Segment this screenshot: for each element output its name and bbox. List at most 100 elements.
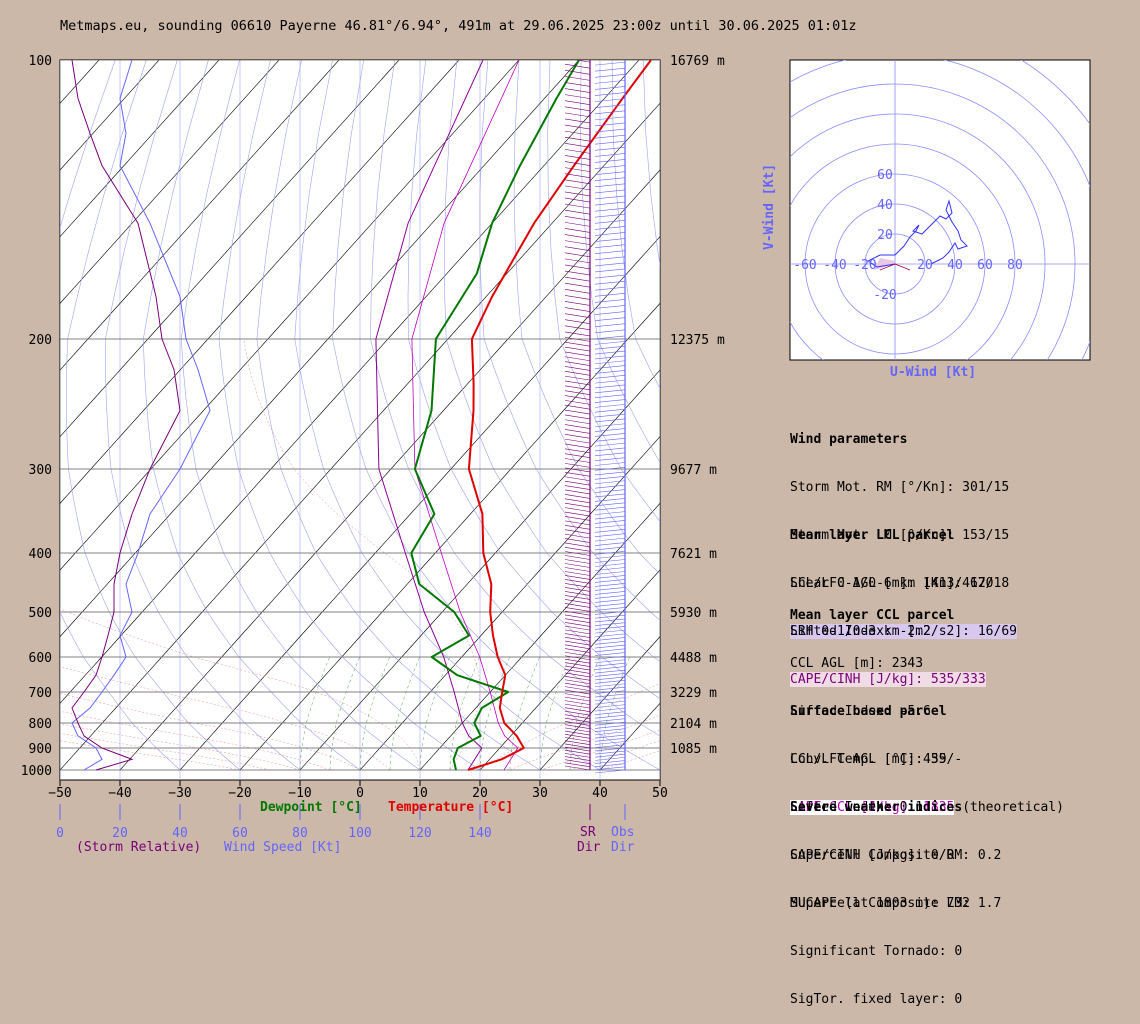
obs-dir-barb <box>594 98 626 102</box>
storm-motion-lm <box>879 263 896 271</box>
sr-dir-barb <box>564 307 591 312</box>
obs-dir-barb <box>594 232 626 236</box>
temp-tick-label: 50 <box>652 786 668 801</box>
isotherm <box>479 569 660 771</box>
obs-dir-barb <box>594 104 626 109</box>
sr-dir-barb <box>564 633 591 638</box>
obs-dir-barb <box>594 159 626 163</box>
obs-dir-barb <box>594 433 626 437</box>
hodo-x-tick-label: 40 <box>947 258 963 273</box>
dry-adiabat <box>370 60 660 737</box>
obs-dir-barb <box>594 404 626 408</box>
wind-tick-label: 60 <box>232 826 248 841</box>
sr-dir-barb <box>564 559 591 564</box>
temp-tick-label: −30 <box>168 786 191 801</box>
dry-adiabat <box>294 60 601 771</box>
sr-dir-barb <box>564 682 591 688</box>
hodo-y-tick-label: 60 <box>877 168 893 183</box>
sr-dir-barb <box>564 438 591 444</box>
hodo-x-tick-label: -60 <box>793 258 816 273</box>
obs-dir-barb <box>594 520 626 524</box>
obs-dir-barb <box>594 629 626 634</box>
wind-tick-label: 0 <box>56 826 64 841</box>
obs-dir-barb <box>594 587 626 591</box>
obs-dir-barb <box>594 195 626 200</box>
ccl-heading: Mean layer CCL parcel <box>790 608 955 623</box>
hodo-x-tick-label: 80 <box>1007 258 1023 273</box>
sr-dir-barb <box>564 703 591 709</box>
obs-dir-barb <box>594 67 626 72</box>
mixing-ratio-line <box>479 656 510 771</box>
obs-dir-barb <box>594 673 626 677</box>
sr-dir-barb <box>564 361 591 366</box>
surface-line: Lifted Index: 0.1 <box>790 800 924 815</box>
sr-dir-barb <box>564 575 591 580</box>
obs-dir-barb <box>594 189 626 194</box>
sr-dir-barb <box>564 676 591 681</box>
wind-tick-label: 100 <box>348 826 371 841</box>
sr-dir-barb <box>564 737 591 742</box>
ccl-line: CCL AGL [m]: 2343 <box>790 656 924 671</box>
sr-dir-barb <box>564 583 591 588</box>
obs-dir-barb <box>594 457 626 461</box>
isotherm <box>599 702 660 771</box>
obs-dir-barb <box>594 618 626 623</box>
obs-dir-barb <box>594 305 626 309</box>
sr-dir-barb <box>564 507 591 512</box>
dry-adiabat <box>180 60 421 771</box>
obs-dir-barb <box>594 153 626 157</box>
sr-dir-barb <box>564 648 591 653</box>
sr-dir-barb <box>564 529 591 534</box>
obs-dir-barb <box>594 567 626 571</box>
sr-dir-barb <box>564 209 591 215</box>
sr-dir-barb <box>564 185 591 191</box>
height-tick-label: 16769 m <box>670 54 725 69</box>
obs-dir-barb <box>594 471 626 476</box>
sr-dir-barb <box>564 400 591 405</box>
sr-dir-barb <box>564 516 591 521</box>
obs-dir-barb <box>594 447 626 452</box>
sr-dir-barb <box>564 472 591 477</box>
dry-adiabat <box>513 60 660 575</box>
sr-dir-barb <box>564 587 591 592</box>
obs-dir-barb <box>594 394 626 398</box>
sr-dir-barb <box>564 640 591 646</box>
sr-dir-barb <box>564 130 591 136</box>
severe-heading: Severe weather indices <box>790 800 963 815</box>
temp-tick-label: 0 <box>356 786 364 801</box>
obs-dir-barb <box>594 690 626 694</box>
wind-speed-curve <box>71 60 211 771</box>
sr-dir-barb <box>564 118 591 124</box>
height-tick-label: 3229 m <box>670 686 717 701</box>
sr-dir-barb <box>564 502 591 508</box>
obs-dir-barb <box>594 747 626 752</box>
plot-content <box>60 60 660 780</box>
obs-dir-barb <box>594 134 626 139</box>
severe-line: Supercell Composite LM: 1.7 <box>790 896 1002 911</box>
obs-dir-barb <box>594 74 626 78</box>
hodo-x-tick-label: -40 <box>823 258 846 273</box>
temp-tick-label: 30 <box>532 786 548 801</box>
dry-adiabat <box>65 60 241 771</box>
sr-dir-barb <box>564 453 591 458</box>
sr-dir-barb <box>564 270 591 276</box>
wind-tick-label: 140 <box>468 826 491 841</box>
obs-dir-barb <box>594 676 626 681</box>
obs-dir-barb <box>594 256 626 261</box>
sr-dir-barb <box>564 341 591 347</box>
obs-dir-barb <box>594 603 626 607</box>
mixing-ratio-line <box>299 656 330 771</box>
sr-dir-barb <box>564 714 591 719</box>
obs-dir-barb <box>594 680 626 684</box>
obs-dir-barb <box>594 498 626 502</box>
sr-dir-barb <box>564 727 591 733</box>
temp-tick-label: 10 <box>412 786 428 801</box>
ccl-line: Conv. Temp. [°C]: 35 <box>790 752 947 767</box>
sr-dir-barb <box>564 346 591 352</box>
sr-dir-barb <box>564 246 591 252</box>
obs-dir-barb <box>594 122 626 127</box>
sr-dir-barb <box>564 542 591 548</box>
sr-dir-barb <box>564 467 591 473</box>
obs-dir-barb <box>594 704 626 708</box>
